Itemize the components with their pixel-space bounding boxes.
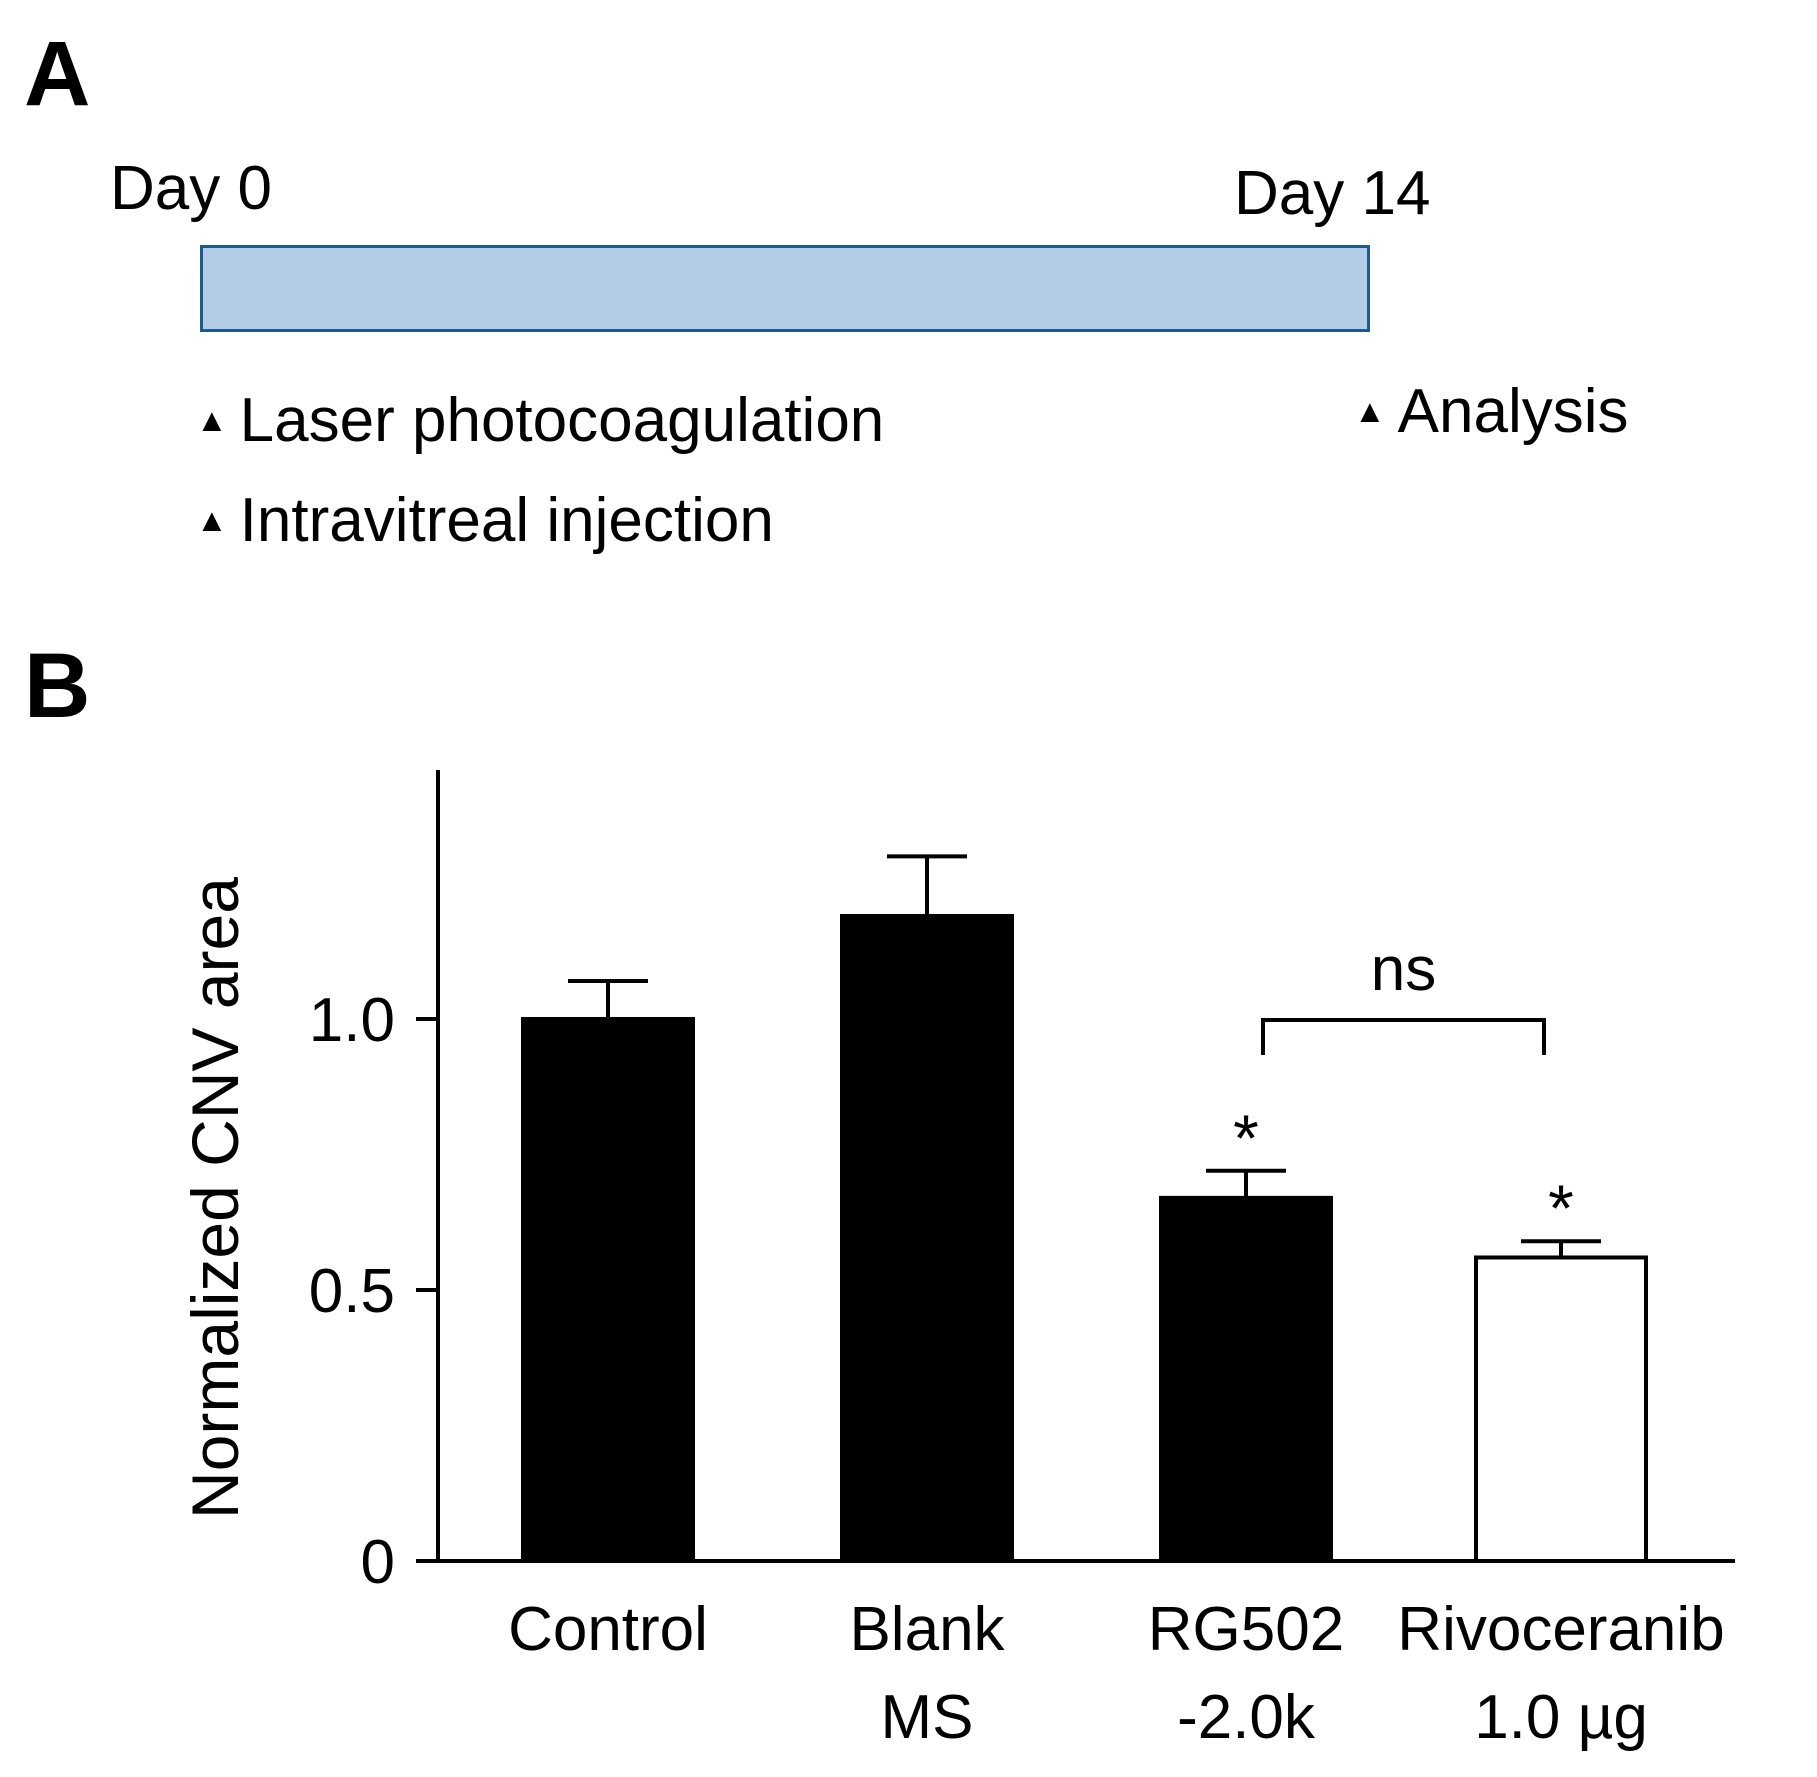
significance-marker: * <box>1548 1171 1574 1245</box>
triangle-up-icon: ▲ <box>1354 393 1386 429</box>
x-tick-label: RG502 <box>1148 1595 1344 1664</box>
y-tick-label: 1.0 <box>309 986 395 1055</box>
timeline-event-label: Analysis <box>1397 377 1629 446</box>
timeline-end-label: Day 14 <box>1234 159 1431 228</box>
timeline-event-label: Laser photocoagulation <box>239 386 885 455</box>
x-tick-label: MS <box>881 1683 974 1752</box>
timeline-event-injection: ▲ Intravitreal injection <box>196 485 774 556</box>
x-tick-label: Rivoceranib <box>1397 1595 1724 1664</box>
comparison-label: ns <box>1371 935 1436 1004</box>
y-tick-label: 0.5 <box>309 1257 395 1326</box>
bar <box>521 1017 695 1563</box>
x-tick-label: Control <box>508 1595 708 1664</box>
timeline-start-label: Day 0 <box>110 154 272 223</box>
bar <box>1159 1195 1333 1563</box>
panel-label-a: A <box>24 23 91 125</box>
timeline-event-analysis: ▲ Analysis <box>1354 376 1629 447</box>
comparison-bracket <box>1261 1018 1546 1055</box>
timeline-bar <box>200 245 1370 332</box>
x-tick-label: Blank <box>849 1595 1005 1664</box>
y-tick-label: 0 <box>361 1528 395 1597</box>
triangle-up-icon: ▲ <box>196 402 228 438</box>
triangle-up-icon: ▲ <box>196 502 228 538</box>
panel-label-b: B <box>24 635 91 737</box>
y-axis-label: Normalized CNV area <box>178 877 252 1519</box>
significance-marker: * <box>1233 1101 1259 1175</box>
timeline-event-laser: ▲ Laser photocoagulation <box>196 385 884 456</box>
x-tick-label: -2.0k <box>1177 1683 1316 1752</box>
timeline-event-label: Intravitreal injection <box>239 486 774 555</box>
bar <box>1474 1255 1648 1563</box>
x-tick-label: 1.0 µg <box>1474 1683 1648 1752</box>
bar <box>840 914 1014 1563</box>
